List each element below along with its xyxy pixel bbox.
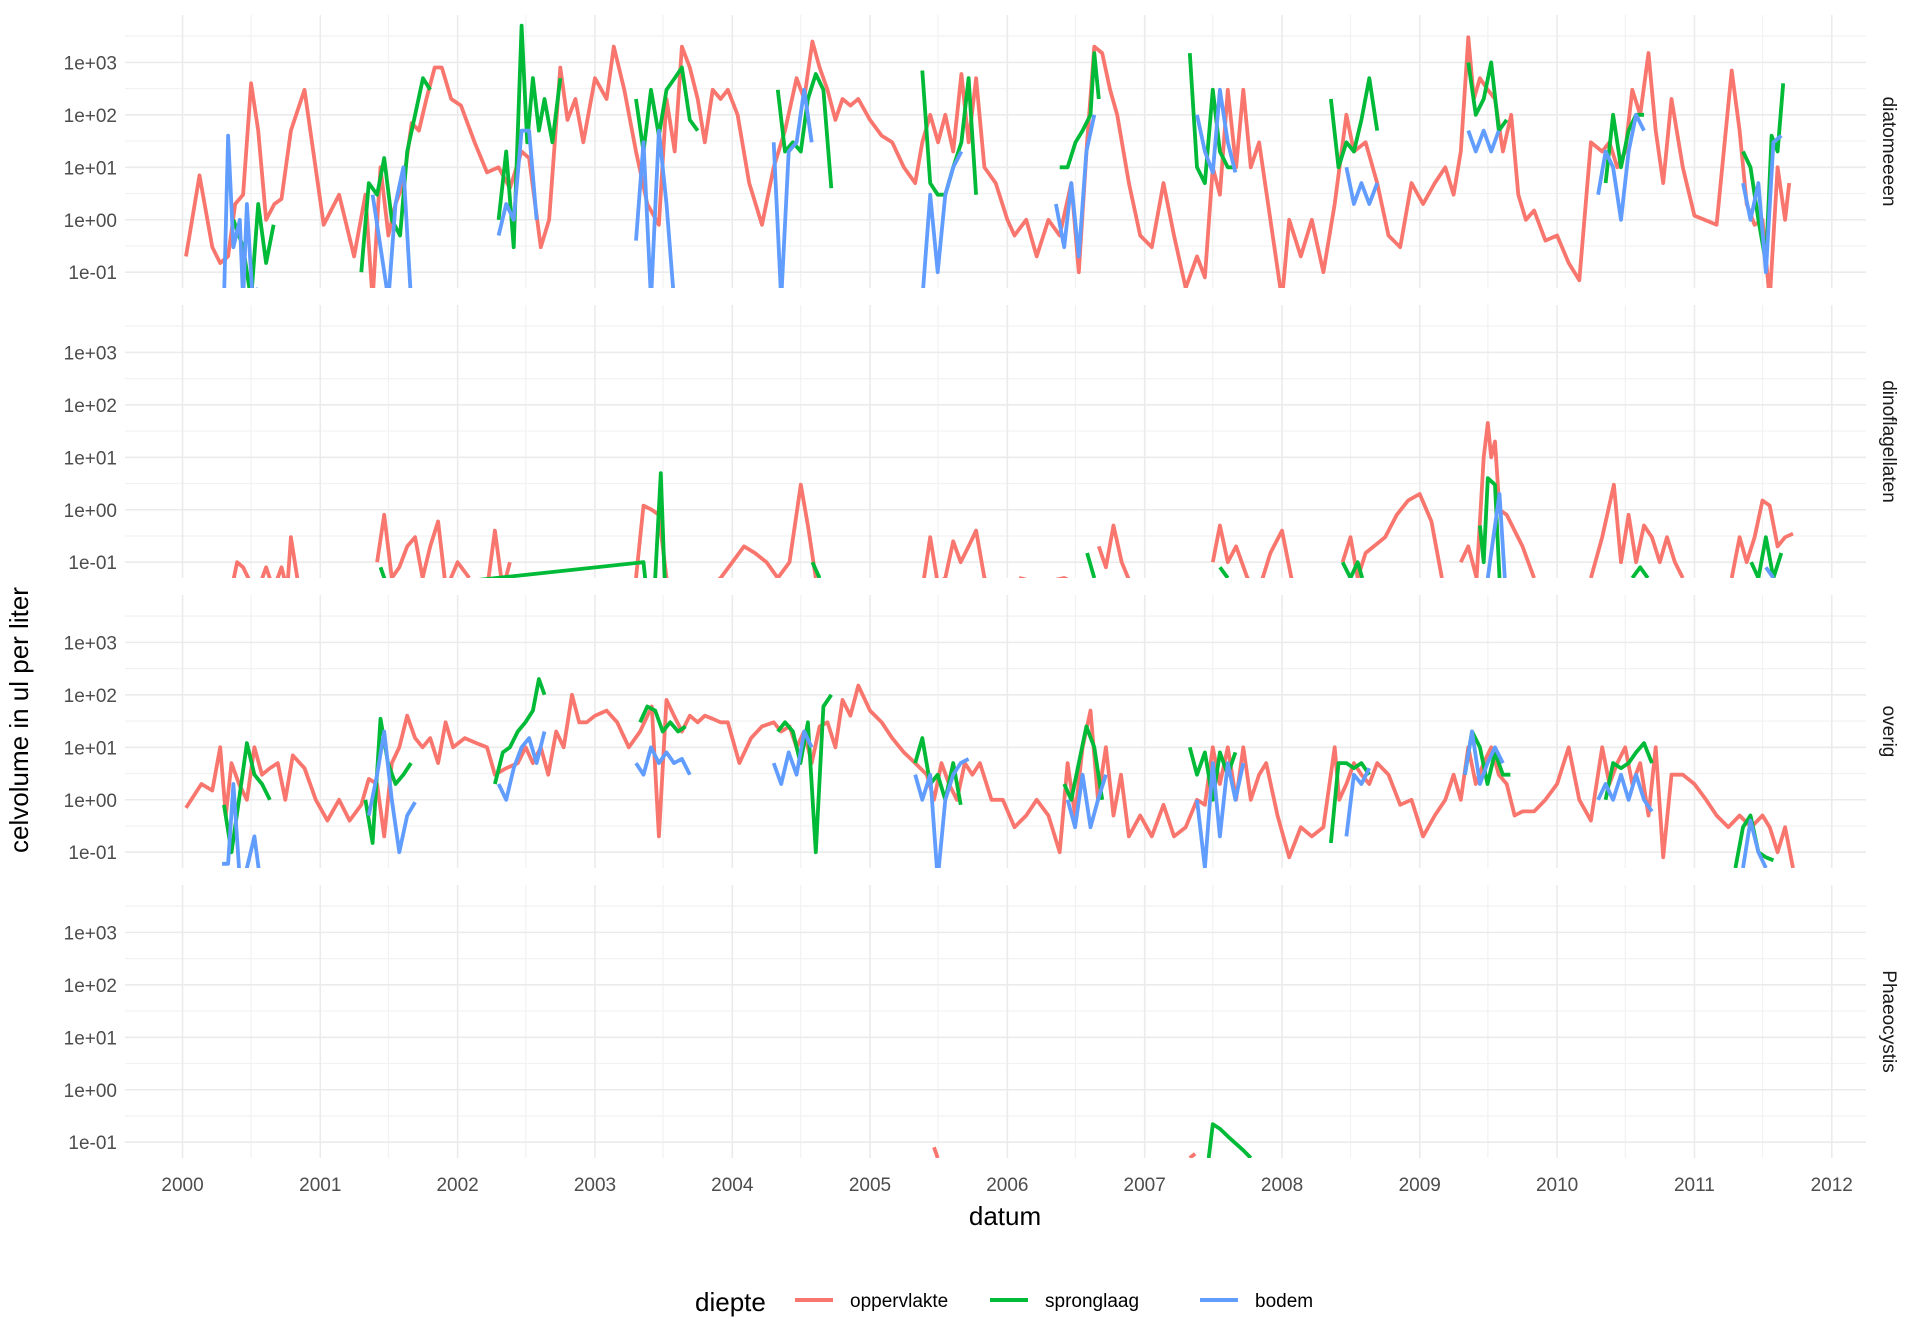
y-axis-title: celvolume in ul per liter [4, 587, 34, 853]
y-tick-label: 1e+01 [64, 1028, 117, 1049]
facet-series [184, 677, 1795, 868]
x-tick-label: 2001 [299, 1175, 341, 1196]
legend-title: diepte [695, 1287, 766, 1317]
y-tick-label: 1e+02 [64, 396, 117, 417]
x-tick-label: 2010 [1536, 1175, 1578, 1196]
x-tick-label: 2008 [1261, 1175, 1303, 1196]
y-tick-label: 1e-01 [68, 1133, 117, 1154]
y-tick-label: 1e+00 [64, 791, 117, 812]
y-tick-label: 1e+03 [64, 343, 117, 364]
facet-panel: 1e-01 1e+00 1e+01 1e+02 1e+03 overig [64, 595, 1899, 868]
y-tick-label: 1e-01 [68, 553, 117, 574]
facet-series [184, 23, 1792, 288]
x-tick-label: 2003 [574, 1175, 616, 1196]
y-tick-label: 1e-01 [68, 263, 117, 284]
y-tick-label: 1e+00 [64, 211, 117, 232]
series-line-bodem [1485, 492, 1775, 578]
series-line-oppervlakte [231, 421, 1794, 578]
y-tick-label: 1e-01 [68, 843, 117, 864]
y-tick-label: 1e+00 [64, 1081, 117, 1102]
series-line-spronglaag [378, 471, 1784, 578]
facet-strip-label: overig [1878, 706, 1899, 758]
series-line-bodem [222, 729, 1768, 868]
legend-label: oppervlakte [850, 1291, 948, 1312]
x-tick-label: 2009 [1399, 1175, 1441, 1196]
y-tick-label: 1e+03 [64, 53, 117, 74]
y-tick-label: 1e+02 [64, 106, 117, 127]
x-tick-label: 2004 [711, 1175, 754, 1196]
y-tick-label: 1e+03 [64, 923, 117, 944]
facet-panel: 1e-01 1e+00 1e+01 1e+02 1e+03 diatomeeeen [64, 15, 1899, 288]
x-tick-label: 2000 [161, 1175, 203, 1196]
facet-panel: 1e-01 1e+00 1e+01 1e+02 1e+03 Phaeocystis [64, 885, 1899, 1158]
y-tick-label: 1e+01 [64, 738, 117, 759]
facet-strip-label: Phaeocystis [1878, 970, 1899, 1072]
x-tick-label: 2002 [436, 1175, 478, 1196]
x-axis-title: datum [969, 1201, 1041, 1231]
series-line-oppervlakte [932, 1146, 1197, 1158]
y-tick-label: 1e+02 [64, 686, 117, 707]
y-tick-label: 1e+01 [64, 158, 117, 179]
x-axis-ticks: 2000 2001 2002 2003 2004 2005 2006 2007 2008 2009… [161, 1175, 1852, 1196]
x-tick-label: 2005 [849, 1175, 891, 1196]
series-line-oppervlakte [184, 683, 1795, 868]
x-tick-label: 2012 [1811, 1175, 1853, 1196]
legend-label: bodem [1255, 1291, 1313, 1312]
x-tick-label: 2007 [1124, 1175, 1166, 1196]
legend: diepte oppervlakte spronglaag bodem [695, 1287, 1313, 1317]
y-tick-label: 1e+02 [64, 976, 117, 997]
series-line-bodem [222, 87, 1783, 288]
facet-panels: 1e-011e+001e+011e+021e+03diatomeeeen1e-0… [64, 15, 1899, 1158]
x-tick-label: 2006 [986, 1175, 1028, 1196]
series-line-oppervlakte [184, 35, 1792, 288]
x-tick-label: 2011 [1674, 1175, 1715, 1196]
y-tick-label: 1e+03 [64, 633, 117, 654]
facet-strip-label: dinoflagellaten [1878, 380, 1899, 503]
y-tick-label: 1e+00 [64, 501, 117, 522]
facet-panel: 1e-01 1e+00 1e+01 1e+02 1e+03 dinoflagellaten [64, 305, 1899, 578]
legend-entries: oppervlakte spronglaag bodem [795, 1291, 1313, 1312]
facet-strip-label: diatomeeeen [1878, 97, 1899, 207]
series-line-spronglaag [1206, 1122, 1253, 1158]
legend-label: spronglaag [1045, 1291, 1139, 1312]
y-tick-label: 1e+01 [64, 448, 117, 469]
facet-series [932, 1122, 1253, 1158]
facet-series [231, 421, 1794, 578]
